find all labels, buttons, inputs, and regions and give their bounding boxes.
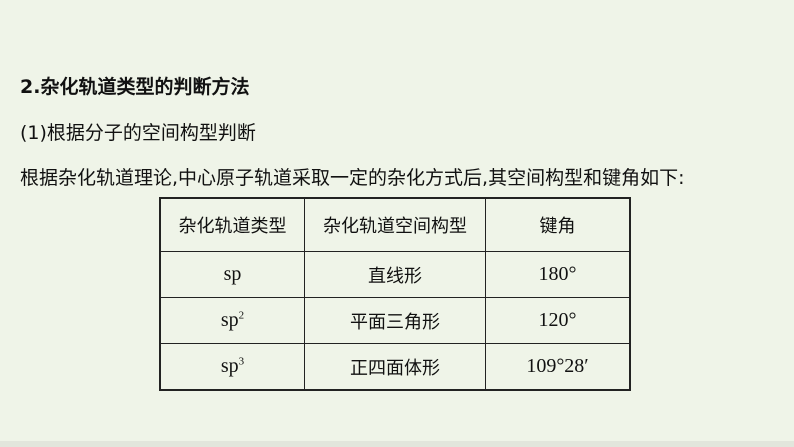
- type-cell: sp: [159, 251, 305, 298]
- type-cell: sp3: [159, 343, 305, 391]
- shape-cell: 平面三角形: [304, 297, 486, 344]
- subheading: (1)根据分子的空间构型判断: [20, 122, 256, 144]
- table-row: sp2 平面三角形 120°: [159, 297, 631, 344]
- section-heading: 2.杂化轨道类型的判断方法: [20, 76, 250, 98]
- paragraph: 根据杂化轨道理论,中心原子轨道采取一定的杂化方式后,其空间构型和键角如下:: [20, 167, 685, 189]
- table-row: sp 直线形 180°: [159, 251, 631, 298]
- angle-cell: 109°28′: [485, 343, 631, 391]
- table-header-row: 杂化轨道类型 杂化轨道空间构型 键角: [159, 197, 631, 252]
- angle-cell: 180°: [485, 251, 631, 298]
- table-row: sp3 正四面体形 109°28′: [159, 343, 631, 391]
- angle-cell: 120°: [485, 297, 631, 344]
- type-cell: sp2: [159, 297, 305, 344]
- header-cell: 杂化轨道空间构型: [304, 197, 486, 252]
- shape-cell: 正四面体形: [304, 343, 486, 391]
- footer-strip: [0, 441, 794, 447]
- header-cell: 键角: [485, 197, 631, 252]
- hybridization-table: 杂化轨道类型 杂化轨道空间构型 键角 sp 直线形 180° sp2 平面三角形…: [159, 197, 631, 391]
- shape-cell: 直线形: [304, 251, 486, 298]
- header-cell: 杂化轨道类型: [159, 197, 305, 252]
